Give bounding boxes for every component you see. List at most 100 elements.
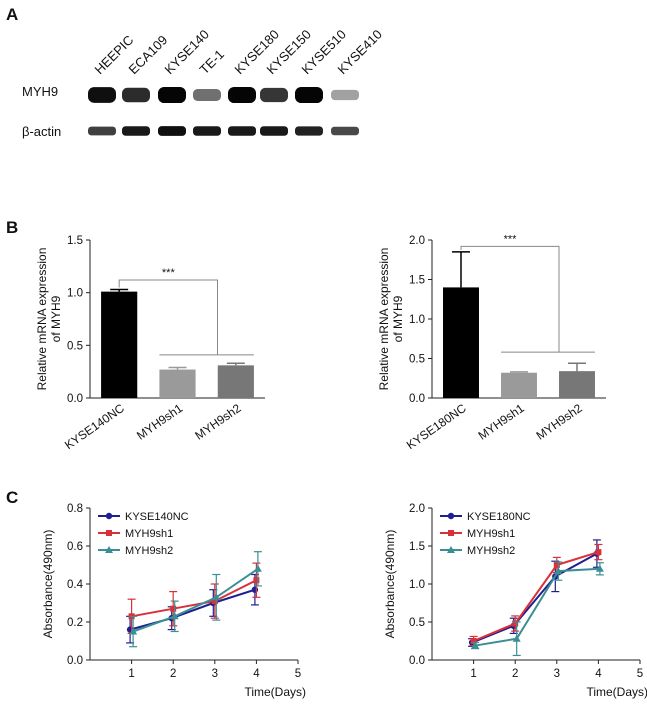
category-label: KYSE180NC <box>404 401 469 452</box>
blot-band <box>260 87 288 103</box>
y-tick-label: 0.0 <box>67 393 83 405</box>
bar <box>559 371 595 398</box>
bar <box>501 372 537 398</box>
data-point <box>211 598 218 605</box>
x-tick-label: 2 <box>170 668 176 680</box>
legend-label: MYH9sh1 <box>467 528 515 540</box>
y-tick-label: 0.4 <box>67 579 84 591</box>
data-point <box>512 620 519 627</box>
category-label: KYSE140NC <box>62 401 127 452</box>
y-tick-label: 0.0 <box>409 393 425 405</box>
category-label: MYH9sh1 <box>134 401 185 443</box>
y-tick-label: 1.0 <box>67 288 83 300</box>
y-tick-label: 1.5 <box>67 235 83 247</box>
x-axis-label: Time(Days) <box>586 685 647 699</box>
blot-band <box>158 87 186 103</box>
data-point <box>251 586 259 593</box>
x-tick-label: 1 <box>128 668 134 680</box>
y-tick-label: 1.0 <box>409 314 425 326</box>
legend-label: KYSE140NC <box>125 511 189 523</box>
legend-marker <box>106 530 112 536</box>
data-point <box>253 564 262 572</box>
legend-label: MYH9sh2 <box>467 545 515 557</box>
x-tick-label: 3 <box>212 668 218 680</box>
legend-marker <box>105 512 113 520</box>
line-chart-kyse140: 0.0 0.2 0.4 0.6 0.8 1 2 3 4 5 Time(Days) Absorbance… <box>41 503 306 699</box>
legend-label: MYH9sh1 <box>125 528 173 540</box>
series-line <box>471 552 598 644</box>
y-tick-label: 0.5 <box>409 617 425 629</box>
x-tick-label: 4 <box>253 668 260 680</box>
x-tick-label: 5 <box>295 668 301 680</box>
legend-marker <box>447 546 455 553</box>
blot-row-label: β-actin <box>22 124 61 139</box>
data-point <box>170 605 177 612</box>
blot-band <box>88 87 116 103</box>
y-tick-label: 1.5 <box>409 275 425 287</box>
blot-band <box>228 87 256 103</box>
data-point <box>129 627 138 635</box>
y-axis-label: of MYH9 <box>49 295 63 342</box>
data-point <box>595 549 602 556</box>
blot-band <box>193 88 221 102</box>
y-axis-label: Relative mRNA expression <box>377 248 391 391</box>
y-tick-label: 0.0 <box>409 655 425 667</box>
y-axis-label: Absorbance(490nm) <box>383 530 397 639</box>
line-chart-kyse180: 0.0 0.5 1.0 1.5 2.0 1 2 3 4 5 Time(Days) Absorbance… <box>383 503 647 699</box>
blot-band <box>260 126 288 136</box>
data-point <box>253 577 260 584</box>
panel-label-b: B <box>6 218 18 237</box>
blot-band <box>295 87 323 103</box>
category-label: MYH9sh2 <box>534 401 585 443</box>
y-tick-label: 0.5 <box>409 354 425 366</box>
blot-band <box>228 126 256 136</box>
data-point <box>170 612 179 620</box>
lane-label: TE-1 <box>197 47 228 78</box>
x-tick-label: 3 <box>554 668 560 680</box>
y-tick-label: 0.2 <box>67 617 83 629</box>
legend-marker <box>105 546 113 553</box>
significance-bracket <box>460 245 560 353</box>
significance-marker: *** <box>504 233 518 245</box>
data-point <box>595 564 604 572</box>
series-line <box>474 567 600 647</box>
blot-band <box>88 126 116 136</box>
legend-label: MYH9sh2 <box>125 545 173 557</box>
y-tick-label: 0.8 <box>67 503 83 515</box>
significance-marker: *** <box>162 267 176 279</box>
bar <box>217 365 254 398</box>
bar-chart-kyse140: 0.0 0.5 1.0 1.5 Relative mRNA expression of M… <box>35 235 265 452</box>
y-tick-label: 1.0 <box>409 579 425 591</box>
category-label: MYH9sh1 <box>476 401 527 443</box>
bar <box>443 287 479 398</box>
data-point <box>471 641 480 649</box>
y-tick-label: 0.6 <box>67 541 83 553</box>
series-line <box>473 551 599 642</box>
x-tick-label: 2 <box>512 668 518 680</box>
blot-band <box>158 126 186 136</box>
series-line <box>129 588 256 631</box>
data-point <box>212 593 221 601</box>
series-line <box>132 567 259 633</box>
x-tick-label: 4 <box>595 668 602 680</box>
y-axis-label: Absorbance(490nm) <box>41 530 55 639</box>
blot-band <box>122 87 150 103</box>
bar <box>159 369 196 398</box>
bar-chart-kyse180: 0.0 0.5 1.0 1.5 2.0 Relative mRNA expression o… <box>377 233 606 452</box>
blot-band <box>295 126 323 136</box>
data-point <box>553 562 560 568</box>
x-axis-label: Time(Days) <box>244 685 306 699</box>
data-point <box>554 567 563 575</box>
blot-row-label: MYH9 <box>22 84 58 99</box>
legend-label: KYSE180NC <box>467 511 531 523</box>
legend-marker <box>448 530 454 536</box>
blot-band <box>331 126 359 136</box>
bar <box>101 291 138 398</box>
panel-label-a: A <box>6 5 18 24</box>
blot-band <box>331 89 359 101</box>
legend-marker <box>447 512 455 520</box>
data-point <box>470 638 477 644</box>
category-label: MYH9sh2 <box>192 401 243 443</box>
